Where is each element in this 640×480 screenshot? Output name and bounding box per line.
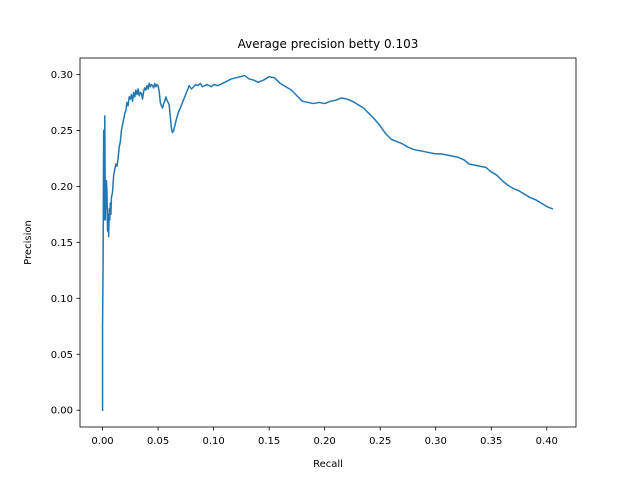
x-tick-label: 0.00 <box>91 436 113 447</box>
x-tick-label: 0.20 <box>314 436 336 447</box>
y-tick-label: 0.15 <box>51 238 73 249</box>
x-tick-label: 0.10 <box>202 436 224 447</box>
x-tick-label: 0.05 <box>147 436 169 447</box>
y-tick-label: 0.10 <box>51 294 73 305</box>
y-tick-label: 0.25 <box>51 126 73 137</box>
y-tick-label: 0.20 <box>51 182 73 193</box>
x-tick-label: 0.25 <box>369 436 391 447</box>
y-axis-label: Precision <box>23 220 34 265</box>
x-tick-label: 0.30 <box>425 436 447 447</box>
y-tick-label: 0.30 <box>51 70 73 81</box>
y-tick-label: 0.00 <box>51 406 73 417</box>
x-tick-label: 0.40 <box>536 436 558 447</box>
y-axis: 0.00 0.05 0.10 0.15 0.20 0.25 0.30 <box>51 70 80 417</box>
y-tick-label: 0.05 <box>51 350 73 361</box>
x-axis: 0.00 0.05 0.10 0.15 0.20 0.25 0.30 0.35 0.40 <box>91 427 558 447</box>
x-axis-label: Recall <box>313 459 343 470</box>
x-tick-label: 0.35 <box>480 436 502 447</box>
x-tick-label: 0.15 <box>258 436 280 447</box>
precision-recall-line <box>101 74 554 411</box>
chart-title: Average precision betty 0.103 <box>238 37 419 51</box>
